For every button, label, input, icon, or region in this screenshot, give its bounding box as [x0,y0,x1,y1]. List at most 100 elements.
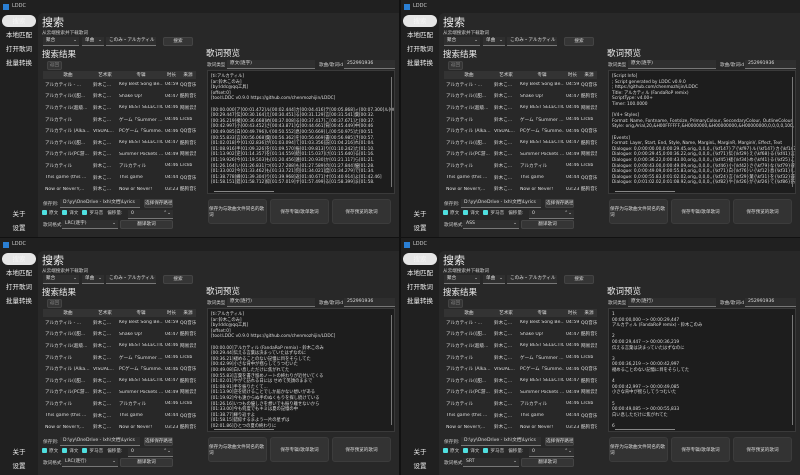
horizontal-scrollbar[interactable] [214,429,274,430]
lyric-type-field[interactable]: 原文(逐字) [628,60,716,69]
search-type-select[interactable]: 单曲 ⌄ [483,37,505,46]
sidebar-item[interactable]: 搜索 [403,15,437,27]
result-row[interactable]: Now or Never!(... 鈴木こ... Now or Never! 03:2… [43,183,196,195]
column-header[interactable]: 来源 [584,73,594,78]
column-header[interactable]: 时长 [567,311,578,316]
lyric-preview-text[interactable]: [ti:アルカティル] [ar:鈴木このみ] [by:lddc@qq工具] [o… [207,308,395,432]
vertical-scrollbar[interactable] [391,315,392,425]
sidebar-item-settings[interactable]: 设置 [12,224,26,232]
translate-button[interactable]: 翻译歌词 [120,220,173,229]
lyric-lang-checkbox[interactable]: 译文 [463,210,479,216]
column-header[interactable]: 专辑 [537,73,547,78]
save-button-2[interactable]: 保存预览的歌词 [733,199,792,224]
result-row[interactable]: アルカティル 鈴木こ... アルカティル 04:46 Lrclib [444,160,597,172]
result-row[interactable]: Now or Never!(... 鈴木こ... Now or Never! 03:2… [43,421,196,433]
format-select[interactable]: LRC(逐行) ⌄ [62,458,118,467]
horizontal-scrollbar[interactable] [615,429,675,430]
result-row[interactable]: アルカティル(PC游... 鈴木こ... Summer Pockets ... 04:… [444,387,597,399]
source-select[interactable]: 聚合 ⌄ [444,275,480,284]
result-row[interactable]: アルカティル(超级... 鈴木こ... Key BEST SELECTION 04:4… [43,102,196,114]
lyric-lang-checkbox[interactable]: 译文 [62,448,78,454]
result-row[interactable]: アルカティル(超级... 鈴木こ... Key BEST SELECTION 04:4… [444,102,597,114]
back-button[interactable]: 返回 [448,61,463,70]
result-row[interactable]: アルカティル(PC游... 鈴木こ... Summer Pockets ... 04:… [43,387,196,399]
lyric-preview-text[interactable]: [Script Info] ; Script generated by LDDC… [608,70,796,194]
save-button-1[interactable]: 保存专辑/歌单歌词 [270,437,329,462]
offset-spinbox[interactable]: 0 ⌃⌄ [529,210,574,219]
column-header[interactable]: 专辑 [537,311,547,316]
sidebar-item[interactable]: 搜索 [403,253,437,265]
sidebar-item-settings[interactable]: 设置 [413,224,427,232]
sidebar-item-settings[interactable]: 设置 [12,462,26,470]
lyric-type-field[interactable]: 原文(逐行) [227,298,315,307]
search-type-select[interactable]: 单曲 ⌄ [82,37,104,46]
save-button-0[interactable]: 保存为与歌曲文件同名的歌词 [208,199,267,224]
column-header[interactable]: 时长 [166,73,177,78]
result-row[interactable]: アルカティル - ... 鈴木こ... Key Best Song Be... 04:… [444,317,597,329]
sidebar-item[interactable]: 打开歌词 [6,45,32,53]
result-row[interactable]: アルカティル 鈴木こ... アルカティル 04:46 Lrclib [444,398,597,410]
search-input[interactable]: このみ・アルカティル [507,275,557,284]
column-header[interactable]: 歌曲 [464,73,474,78]
vertical-scrollbar[interactable] [792,315,793,425]
offset-spinbox[interactable]: 0 ⌃⌄ [128,210,173,219]
result-row[interactable]: アルカティル(《甜... 鈴木こ... Key BEST SELECTION 04:4… [444,375,597,387]
sidebar-item[interactable]: 批量转换 [407,59,433,67]
column-header[interactable]: 专辑 [136,311,146,316]
horizontal-scrollbar[interactable] [615,191,675,192]
result-row[interactable]: アルカティル(超级... 鈴木こ... Key BEST SELECTION 04:4… [444,340,597,352]
sidebar-item[interactable]: 搜索 [2,253,36,265]
back-button[interactable]: 返回 [448,299,463,308]
sidebar-item[interactable]: 本地匹配 [407,269,433,277]
source-select[interactable]: 聚合 ⌄ [43,275,79,284]
format-select[interactable]: ASS ⌄ [463,220,519,229]
column-header[interactable]: 歌曲 [63,311,73,316]
lyric-lang-checkbox[interactable]: 原文 [42,210,58,216]
choose-path-button[interactable]: 选择保存路径 [545,199,574,208]
lyric-lang-checkbox[interactable]: 原文 [42,448,58,454]
search-button[interactable]: 搜索 [564,37,594,46]
column-header[interactable]: 时长 [166,311,177,316]
column-header[interactable]: 艺术家 [499,311,513,316]
save-path-input[interactable]: D:\yy\OneDrive - lxh\文档\Lyrics [60,437,140,446]
result-row[interactable]: アルカティル (Alka... VISUAL... PCゲーム「Summe... 04… [43,363,196,375]
offset-spinbox[interactable]: 0 ⌃⌄ [128,448,173,457]
sidebar-item[interactable]: 本地匹配 [6,31,32,39]
vertical-scrollbar[interactable] [391,77,392,187]
column-header[interactable]: 艺术家 [98,311,112,316]
sidebar-item-about[interactable]: 关于 [413,448,427,456]
save-button-0[interactable]: 保存为与歌曲文件同名的歌词 [609,437,668,462]
column-header[interactable]: 艺术家 [499,73,513,78]
result-row[interactable]: This game (this ... 鈴木こ... This game 04:44 Q… [444,410,597,422]
result-row[interactable]: This game (this ... 鈴木こ... This game 04:44 Q… [444,172,597,184]
sidebar-item[interactable]: 批量转换 [6,297,32,305]
search-type-select[interactable]: 单曲 ⌄ [483,275,505,284]
lyric-preview-text[interactable]: [ti:アルカティル] [ar:鈴木このみ] [by:lddc@qq工具] [o… [207,70,395,194]
result-row[interactable]: アルカティル(《甜... 鈴木こ... Shake Up! 04:47酷狗音乐 [444,329,597,341]
column-header[interactable]: 来源 [183,73,193,78]
result-row[interactable]: アルカティル 鈴木こ... ゲーム「Summer ... 04:46 Lrclib [444,352,597,364]
column-header[interactable]: 来源 [584,311,594,316]
choose-path-button[interactable]: 选择保存路径 [144,199,173,208]
sidebar-item[interactable]: 本地匹配 [6,269,32,277]
result-row[interactable]: アルカティル(《甜... 鈴木こ... Key BEST SELECTION 04:4… [444,137,597,149]
result-row[interactable]: アルカティル(PC游... 鈴木こ... Summer Pockets ... 04:… [444,149,597,161]
column-header[interactable]: 歌曲 [63,73,73,78]
result-row[interactable]: アルカティル (Alka... VISUAL... PCゲーム「Summe... 04… [43,125,196,137]
save-button-1[interactable]: 保存专辑/歌单歌词 [270,199,329,224]
result-row[interactable]: アルカティル 鈴木こ... アルカティル 04:46 Lrclib [43,398,196,410]
sidebar-item[interactable]: 批量转换 [6,59,32,67]
source-select[interactable]: 聚合 ⌄ [444,37,480,46]
lyric-preview-text[interactable]: 1 00:00:00,000 --> 00:00:29,447 アルカティル (… [608,308,796,432]
column-header[interactable]: 来源 [183,311,193,316]
search-button[interactable]: 搜索 [564,275,594,284]
search-input[interactable]: このみ・アルカティル [106,275,156,284]
sidebar-item[interactable]: 打开歌词 [6,283,32,291]
save-path-input[interactable]: D:\yy\OneDrive - lxh\文档\Lyrics [461,199,541,208]
column-header[interactable]: 专辑 [136,73,146,78]
save-button-2[interactable]: 保存预览的歌词 [332,199,391,224]
result-row[interactable]: アルカティル (Alka... VISUAL... PCゲーム「Summe... 04… [444,363,597,375]
sidebar-item[interactable]: 打开歌词 [407,283,433,291]
result-row[interactable]: アルカティル 鈴木こ... ゲーム「Summer ... 04:46 Lrclib [444,114,597,126]
sidebar-item[interactable]: 本地匹配 [407,31,433,39]
